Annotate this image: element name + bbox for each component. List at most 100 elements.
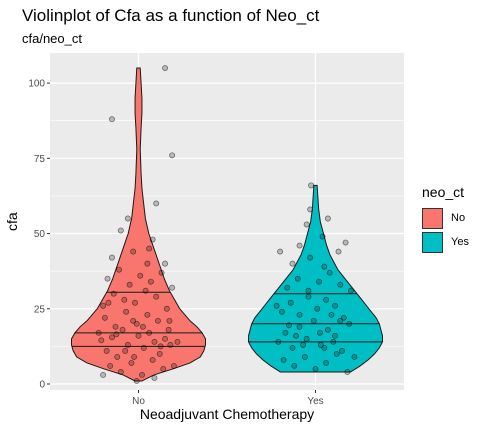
jitter-point — [149, 236, 156, 243]
jitter-point — [310, 317, 317, 324]
jitter-point — [278, 308, 285, 315]
jitter-point — [165, 326, 172, 333]
jitter-point — [291, 362, 298, 369]
x-tick-label: No — [132, 396, 145, 407]
legend-title: neo_ct — [422, 184, 465, 200]
legend-item-no: No — [422, 206, 469, 230]
jitter-point — [124, 215, 131, 222]
violin-no — [71, 67, 206, 382]
jitter-point — [153, 293, 160, 300]
y-tick-label: 25 — [34, 304, 46, 315]
jitter-point — [162, 335, 168, 342]
jitter-point — [339, 347, 345, 354]
jitter-point — [303, 335, 310, 342]
jitter-point — [289, 260, 296, 267]
jitter-point — [151, 338, 158, 345]
jitter-point — [107, 362, 114, 369]
jitter-point — [126, 281, 133, 288]
jitter-point — [100, 372, 107, 378]
jitter-point — [167, 341, 174, 348]
jitter-point — [293, 332, 299, 339]
jitter-point — [157, 343, 164, 350]
x-tick-label: Yes — [307, 396, 323, 407]
jitter-point — [303, 221, 310, 228]
legend-key-yes — [422, 231, 443, 253]
jitter-point — [284, 284, 291, 291]
jitter-point — [162, 260, 168, 267]
jitter-point — [124, 341, 131, 348]
jitter-point — [123, 308, 130, 315]
jitter-point — [101, 314, 108, 321]
jitter-point — [133, 320, 140, 327]
jitter-point — [337, 317, 344, 324]
jitter-point — [296, 323, 303, 330]
jitter-point — [117, 369, 124, 375]
jitter-point — [142, 287, 149, 294]
jitter-point — [139, 372, 145, 378]
y-tick-label: 75 — [34, 154, 46, 165]
jitter-point — [332, 302, 338, 309]
jitter-point — [147, 278, 154, 285]
jitter-point — [137, 272, 144, 279]
jitter-point — [153, 200, 160, 207]
jitter-point — [112, 323, 119, 330]
jitter-point — [151, 375, 158, 381]
legend-label-yes: Yes — [451, 236, 469, 248]
jitter-point — [166, 317, 173, 324]
jitter-point — [307, 254, 314, 261]
jitter-point — [312, 365, 319, 372]
jitter-point — [342, 239, 349, 246]
jitter-point — [351, 353, 358, 360]
jitter-point — [122, 347, 129, 354]
jitter-point — [116, 266, 122, 273]
jitter-point — [333, 350, 340, 357]
legend-key-no — [422, 207, 443, 229]
jitter-point — [287, 299, 294, 306]
jitter-point — [305, 293, 312, 300]
jitter-point — [346, 320, 353, 327]
jitter-point — [277, 248, 284, 255]
jitter-point — [321, 344, 328, 351]
y-tick-label: 0 — [39, 379, 45, 390]
jitter-point — [133, 378, 140, 384]
jitter-point — [155, 317, 161, 324]
jitter-point — [321, 263, 328, 270]
jitter-point — [146, 329, 153, 336]
jitter-point — [170, 362, 177, 369]
jitter-point — [131, 353, 138, 360]
jitter-point — [156, 350, 163, 357]
jitter-point — [294, 275, 301, 282]
jitter-point — [280, 356, 287, 363]
jitter-point — [305, 287, 312, 294]
jitter-point — [121, 296, 128, 303]
jitter-point — [323, 296, 330, 303]
jitter-point — [117, 227, 124, 234]
jitter-point — [308, 182, 315, 189]
jitter-point — [289, 344, 296, 351]
jitter-point — [174, 338, 181, 345]
jitter-point — [114, 353, 121, 360]
y-tick-label: 100 — [28, 79, 45, 90]
jitter-point — [135, 332, 142, 339]
jitter-point — [335, 248, 342, 255]
jitter-point — [332, 332, 338, 339]
jitter-point — [296, 242, 303, 249]
jitter-point — [296, 311, 303, 318]
jitter-point — [337, 281, 344, 288]
jitter-point — [286, 322, 292, 329]
jitter-point — [307, 206, 314, 213]
jitter-point — [144, 311, 151, 318]
jitter-point — [326, 269, 333, 276]
jitter-point — [139, 323, 146, 330]
jitter-point — [282, 329, 289, 336]
jitter-point — [347, 287, 354, 294]
jitter-point — [128, 359, 135, 366]
jitter-point — [169, 152, 176, 159]
jitter-point — [344, 369, 351, 375]
jitter-point — [324, 326, 331, 333]
jitter-point — [108, 116, 115, 123]
jitter-point — [105, 299, 112, 306]
jitter-point — [300, 341, 307, 348]
legend-label-no: No — [451, 212, 466, 224]
